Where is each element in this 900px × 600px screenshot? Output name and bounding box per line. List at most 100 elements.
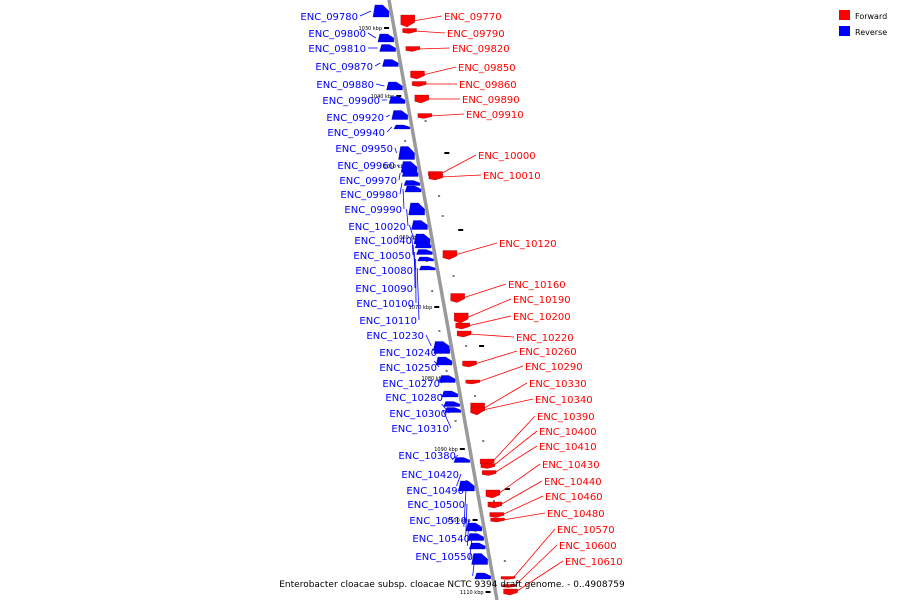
gene-feature-reverse bbox=[467, 533, 484, 541]
leader-line-forward bbox=[482, 398, 534, 411]
minor-feature-mark bbox=[458, 229, 464, 231]
gene-label-forward: ENC_10460 bbox=[545, 492, 603, 503]
gene-label-reverse: ENC_10310 bbox=[391, 424, 449, 435]
leader-lines bbox=[359, 10, 564, 593]
gene-features bbox=[372, 4, 518, 596]
tick-label: 1070 kbp bbox=[409, 305, 433, 311]
tick-mark bbox=[396, 95, 402, 97]
gene-label-forward: ENC_10570 bbox=[557, 525, 615, 536]
legend-reverse-swatch bbox=[839, 26, 850, 36]
gene-feature-reverse bbox=[393, 124, 411, 130]
gene-label-reverse: ENC_10230 bbox=[366, 331, 424, 342]
minor-feature-mark bbox=[444, 152, 450, 154]
gene-feature-forward bbox=[487, 501, 503, 509]
gene-label-reverse: ENC_10020 bbox=[348, 222, 406, 233]
leader-line-reverse bbox=[463, 489, 467, 528]
gene-label-forward: ENC_10610 bbox=[565, 557, 623, 568]
gene-label-reverse: ENC_10040 bbox=[354, 236, 412, 247]
leader-line-forward bbox=[440, 154, 477, 175]
leader-line-forward bbox=[493, 445, 538, 474]
gene-label-forward: ENC_10480 bbox=[547, 509, 605, 520]
gene-label-forward: ENC_10330 bbox=[529, 379, 587, 390]
minor-feature-mark bbox=[438, 195, 441, 197]
gene-feature-reverse bbox=[401, 169, 419, 177]
gene-feature-reverse bbox=[414, 241, 432, 249]
gene-feature-reverse bbox=[403, 180, 421, 186]
minor-feature-mark bbox=[438, 330, 441, 332]
leader-line-forward bbox=[497, 463, 541, 495]
gene-label-reverse: ENC_10490 bbox=[406, 486, 464, 497]
gene-label-forward: ENC_09770 bbox=[444, 12, 502, 23]
gene-feature-forward bbox=[454, 312, 469, 324]
gene-label-reverse: ENC_10380 bbox=[398, 451, 456, 462]
gene-feature-reverse bbox=[418, 265, 436, 271]
tick-label: 1030 kbp bbox=[358, 26, 382, 32]
gene-feature-forward bbox=[462, 360, 477, 368]
gene-feature-reverse bbox=[469, 542, 486, 550]
leader-line-forward bbox=[514, 544, 558, 587]
minor-feature-mark bbox=[441, 215, 444, 217]
gene-feature-reverse bbox=[413, 233, 431, 245]
gene-feature-reverse bbox=[443, 401, 460, 407]
gene-label-forward: ENC_10410 bbox=[539, 442, 597, 453]
gene-label-reverse: ENC_09870 bbox=[315, 62, 373, 73]
gene-label-reverse: ENC_09800 bbox=[308, 29, 366, 40]
gene-label-reverse: ENC_09940 bbox=[327, 128, 385, 139]
leader-line-forward bbox=[440, 174, 482, 178]
gene-label-forward: ENC_09850 bbox=[458, 63, 516, 74]
leader-line-forward bbox=[492, 430, 538, 467]
gene-feature-reverse bbox=[404, 185, 422, 193]
gene-feature-reverse bbox=[388, 96, 406, 104]
tick-mark bbox=[472, 519, 478, 521]
gene-feature-forward bbox=[470, 406, 485, 414]
gene-label-reverse: ENC_09980 bbox=[340, 190, 398, 201]
gene-feature-reverse bbox=[416, 249, 433, 255]
gene-feature-forward bbox=[405, 46, 420, 52]
gene-feature-reverse bbox=[382, 59, 399, 67]
gene-label-reverse: ENC_10050 bbox=[353, 251, 411, 262]
gene-feature-reverse bbox=[386, 81, 403, 91]
gene-label-forward: ENC_10390 bbox=[537, 412, 595, 423]
gene-label-reverse: ENC_09920 bbox=[326, 113, 384, 124]
gene-feature-reverse bbox=[372, 4, 390, 18]
gene-label-reverse: ENC_09780 bbox=[300, 12, 358, 23]
leader-line-reverse bbox=[359, 10, 372, 17]
gene-feature-reverse bbox=[453, 457, 470, 463]
gene-feature-forward bbox=[417, 113, 433, 119]
gene-label-forward: ENC_09860 bbox=[459, 80, 517, 91]
leader-line-reverse bbox=[425, 334, 432, 347]
gene-label-reverse: ENC_10540 bbox=[412, 534, 470, 545]
minor-feature-mark bbox=[493, 500, 495, 502]
gene-feature-forward bbox=[402, 28, 417, 34]
minor-feature-mark bbox=[445, 370, 448, 372]
tick-mark bbox=[459, 448, 465, 450]
gene-feature-reverse bbox=[417, 256, 434, 262]
gene-feature-forward bbox=[450, 293, 465, 303]
leader-line-reverse bbox=[413, 251, 416, 289]
leader-line-forward bbox=[466, 298, 512, 319]
leader-line-reverse bbox=[374, 62, 381, 67]
leader-line-reverse bbox=[396, 164, 400, 168]
gene-label-forward: ENC_09910 bbox=[466, 110, 524, 121]
gene-feature-reverse bbox=[433, 344, 450, 354]
tick-mark bbox=[434, 306, 440, 308]
gene-feature-forward bbox=[500, 576, 516, 580]
leader-line-reverse bbox=[398, 172, 401, 181]
gene-label-reverse: ENC_10420 bbox=[401, 470, 459, 481]
leader-line-reverse bbox=[394, 147, 397, 154]
gene-label-reverse: ENC_09810 bbox=[308, 44, 366, 55]
leader-line-forward bbox=[474, 350, 518, 365]
gene-feature-forward bbox=[400, 14, 415, 28]
gene-feature-forward bbox=[465, 379, 480, 385]
leader-line-reverse bbox=[402, 188, 405, 210]
gene-label-forward: ENC_10190 bbox=[513, 295, 571, 306]
leader-line-forward bbox=[482, 382, 528, 410]
gene-label-forward: ENC_09790 bbox=[447, 29, 505, 40]
tick-mark bbox=[384, 27, 390, 29]
tick-label: 1060 kbp bbox=[396, 235, 420, 241]
gene-label-forward: ENC_09890 bbox=[462, 95, 520, 106]
gene-feature-forward bbox=[480, 463, 496, 469]
gene-feature-reverse bbox=[408, 202, 425, 216]
leader-line-reverse bbox=[456, 473, 462, 487]
